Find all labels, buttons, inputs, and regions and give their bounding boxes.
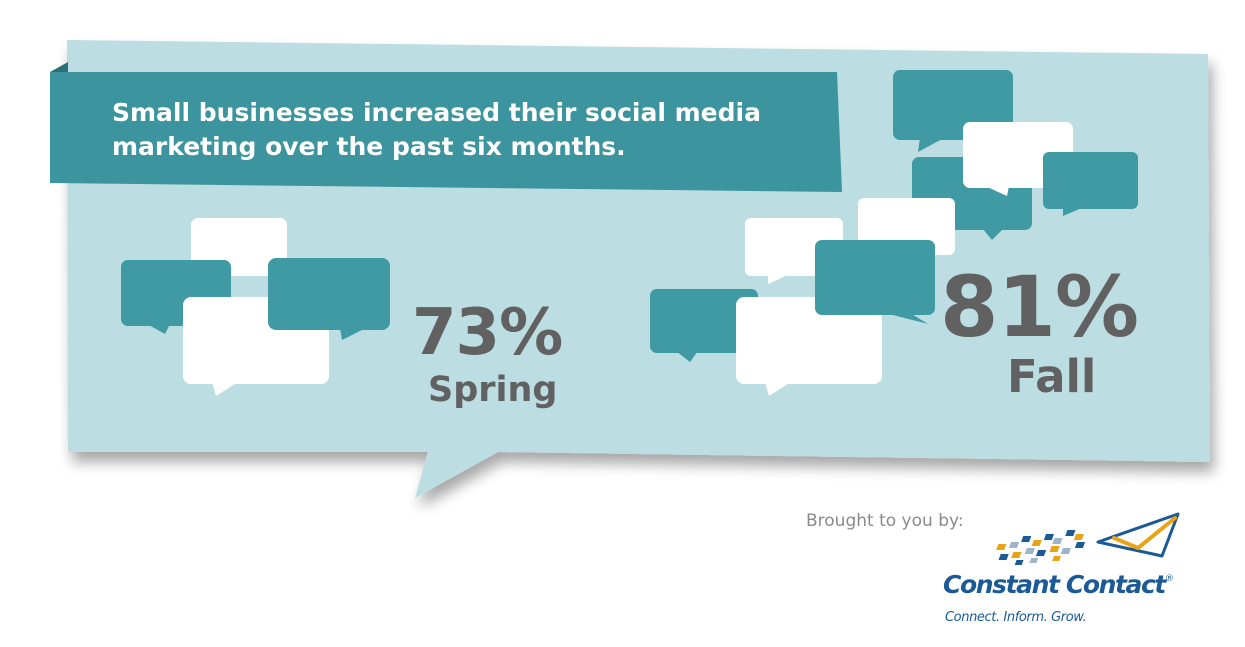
speech-bubble-icon: [815, 240, 935, 324]
fall-label: Fall: [1007, 350, 1097, 403]
fall-percent: 81%: [940, 258, 1139, 356]
spring-bubble-cluster: [121, 218, 390, 396]
headline-line-2: marketing over the past six months.: [112, 132, 626, 161]
headline-band: [50, 62, 842, 192]
brand-tagline: Connect. Inform. Grow.: [945, 610, 1087, 625]
fall-bubble-cluster: [650, 70, 1138, 396]
spring-percent: 73%: [412, 296, 563, 370]
confetti-squares-icon: [996, 530, 1086, 565]
headline-line-1: Small businesses increased their social …: [112, 98, 761, 127]
spring-label: Spring: [428, 370, 558, 410]
band-shape: [50, 72, 842, 192]
speech-bubble-icon: [650, 289, 758, 362]
brand-logo: [996, 512, 1180, 565]
brand-name: Constant Contact®: [943, 570, 1174, 599]
brought-to-you-by: Brought to you by:: [806, 511, 964, 531]
speech-bubble-icon: [736, 297, 882, 396]
speech-bubble-icon: [268, 258, 390, 340]
speech-bubble-icon: [1043, 152, 1138, 216]
envelope-icon: [1096, 512, 1180, 558]
brand-name-text: Constant Contact: [943, 570, 1166, 599]
registered-mark: ®: [1165, 574, 1174, 584]
headline: Small businesses increased their social …: [112, 96, 832, 164]
